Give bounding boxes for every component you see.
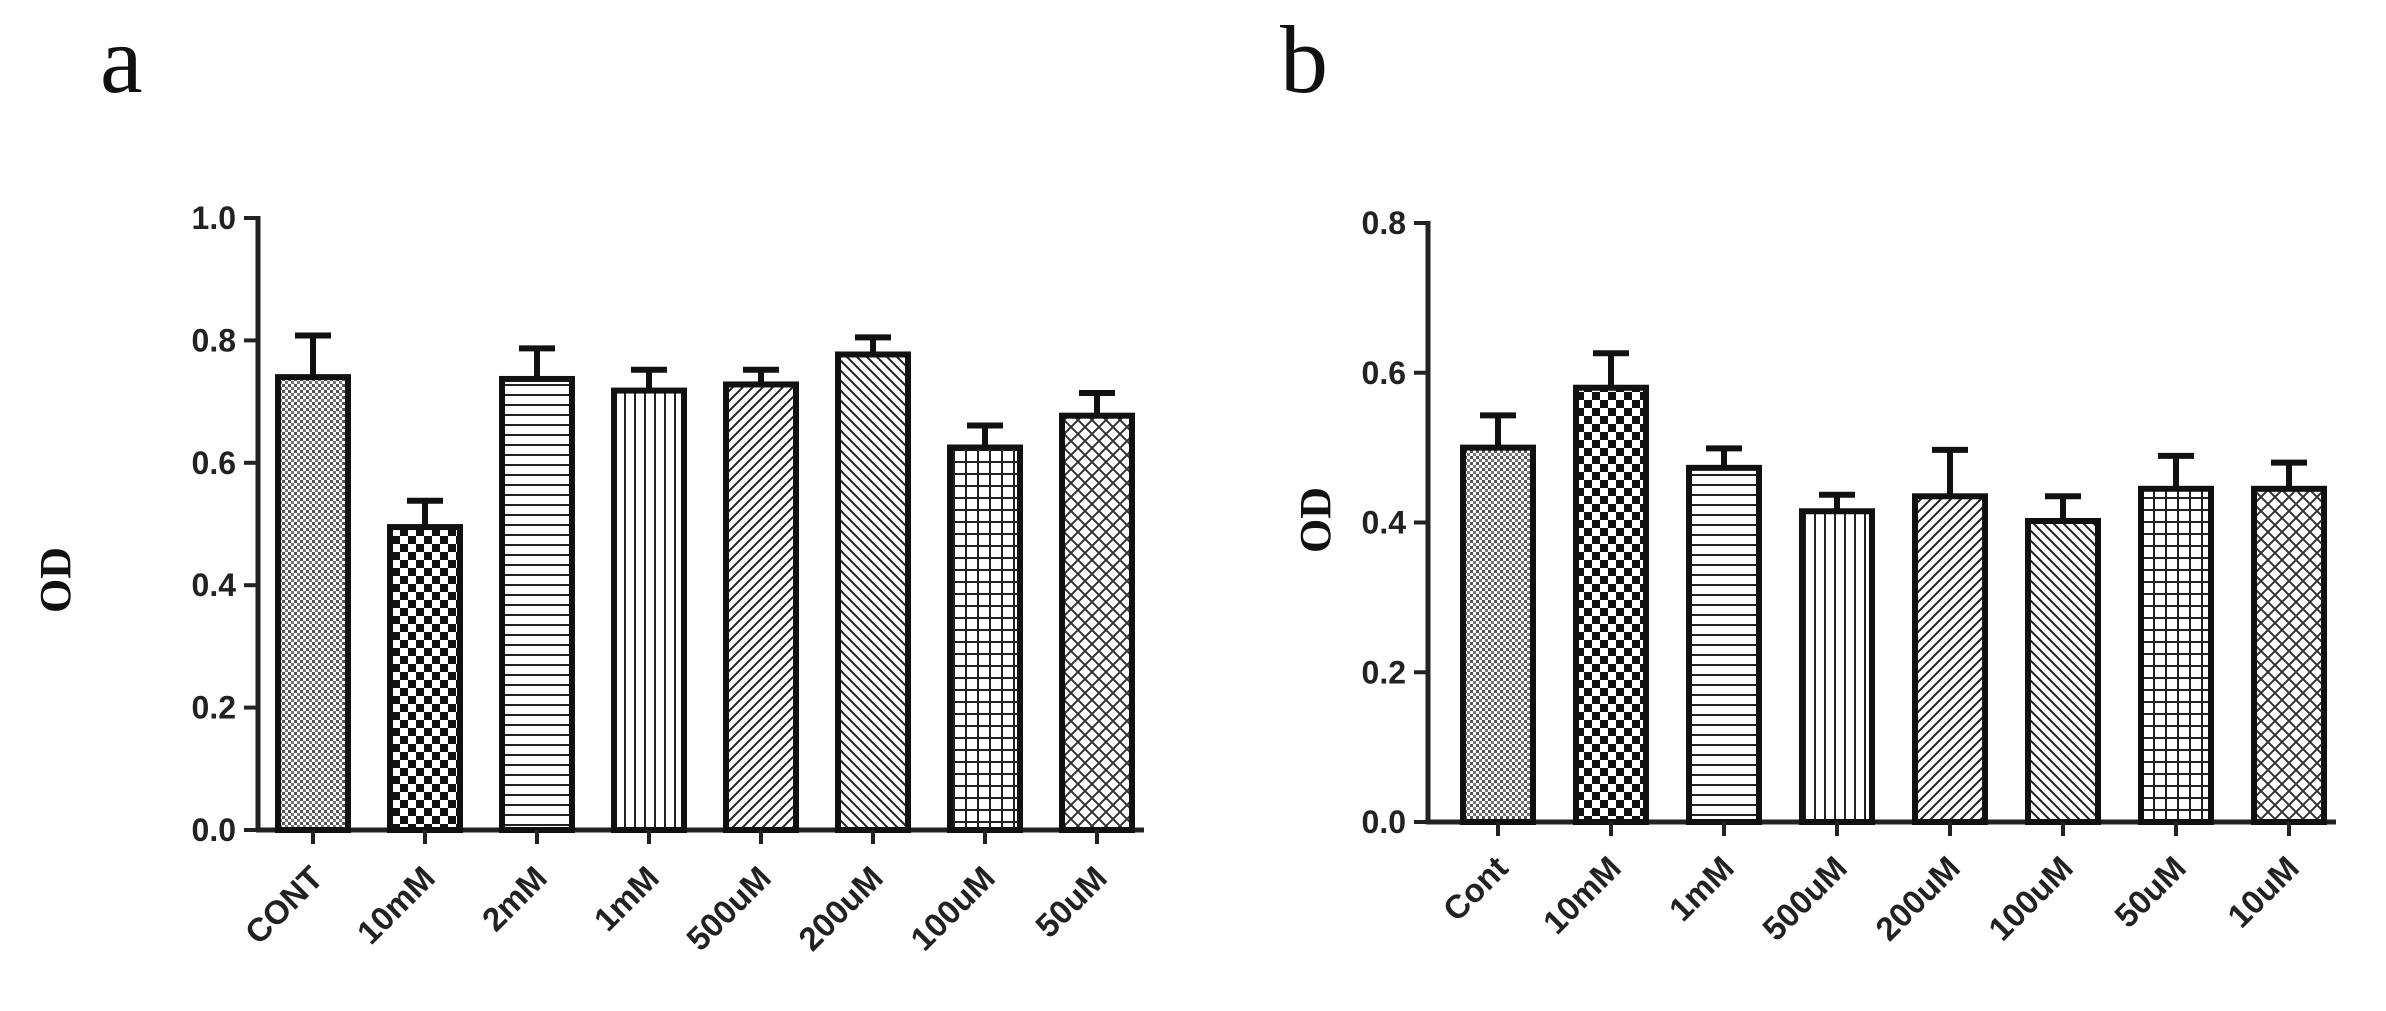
bar-200um: [1912, 493, 1988, 825]
bar-1mm: [1686, 464, 1762, 825]
bar-500um: [723, 381, 799, 833]
bar-50um: [2138, 485, 2214, 825]
bar-cont: [1460, 444, 1536, 825]
bar-100um: [947, 444, 1023, 833]
bar-2mm: [499, 375, 575, 833]
y-tick-label: 0.0: [192, 812, 236, 848]
bar-10mm: [387, 524, 463, 833]
y-tick-label: 0.8: [1362, 205, 1406, 241]
bar-500um: [1799, 508, 1875, 825]
bar-cont: [275, 374, 351, 833]
bar-200um: [835, 351, 911, 833]
y-tick-label: 0.4: [192, 567, 237, 603]
y-tick-label: 0.2: [1362, 654, 1406, 690]
bar-1mm: [611, 387, 687, 833]
y-tick-label: 0.6: [192, 445, 236, 481]
panel-letter-b: b: [1280, 6, 1328, 113]
bar-10mm: [1573, 384, 1649, 825]
bar-100um: [2025, 518, 2101, 825]
y-tick-label: 1.0: [192, 200, 236, 236]
bar-50um: [1059, 412, 1135, 833]
y-axis-title: OD: [1291, 487, 1340, 553]
y-tick-label: 0.0: [1362, 804, 1406, 840]
y-tick-label: 0.8: [192, 322, 236, 358]
panel-letter-a: a: [100, 6, 143, 113]
y-tick-label: 0.2: [192, 690, 236, 726]
y-tick-label: 0.6: [1362, 355, 1406, 391]
y-tick-label: 0.4: [1362, 505, 1407, 541]
bar-10um: [2251, 485, 2327, 825]
y-axis-title: OD: [31, 547, 80, 613]
